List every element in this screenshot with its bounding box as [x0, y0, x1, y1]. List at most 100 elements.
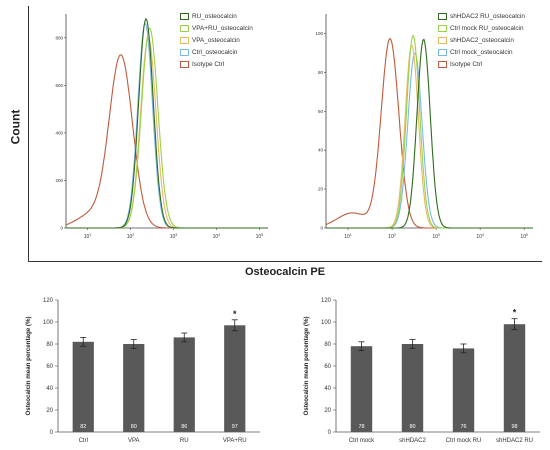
significance-marker: * — [233, 309, 237, 319]
hist-y-tick-label: 80 — [318, 70, 324, 75]
legend-label: VPA+RU_osteocalcin — [192, 24, 253, 32]
legend-label: RU_osteocalcin — [192, 12, 237, 20]
bar-category-label: VPA — [128, 438, 140, 444]
hist-x-tick-label: 103 — [432, 233, 440, 240]
x-axis-label: Osteocalcin PE — [245, 266, 326, 278]
legend-item: shHDAC2_osteocalcin — [438, 34, 525, 46]
legend-item: VPA_osteocalcin — [180, 34, 253, 46]
y-axis-label: Count — [8, 109, 23, 145]
hist-y-tick-label: 100 — [315, 31, 323, 36]
hist-series-line — [66, 17, 268, 229]
hist-y-tick-label: 40 — [318, 148, 324, 153]
legend-label: Isotype Ctrl — [450, 60, 483, 68]
hist-series-line — [326, 38, 533, 229]
bar-value-label: 97 — [232, 424, 238, 430]
bar-y-tick-label: 40 — [324, 386, 331, 392]
bar-category-label: Ctrl mock — [349, 438, 375, 444]
bar — [452, 348, 475, 432]
bar-y-tick-label: 120 — [321, 298, 332, 304]
legend-swatch — [180, 36, 189, 44]
hist-y-tick-label: 0 — [320, 226, 323, 231]
bar — [503, 324, 526, 432]
legend-swatch — [438, 48, 447, 56]
hist-x-tick-label: 101 — [344, 233, 352, 240]
hist-x-tick-label: 104 — [213, 233, 221, 240]
hist-y-tick-label: 200 — [55, 178, 63, 183]
legend-swatch — [180, 48, 189, 56]
bar — [173, 337, 195, 432]
legend-label: shHDAC2_osteocalcin — [450, 36, 514, 44]
bar-value-label: 80 — [409, 424, 415, 430]
bar-category-label: RU — [180, 438, 189, 444]
hist-x-tick-label: 102 — [388, 233, 396, 240]
legend-item: Isotype Ctrl — [438, 58, 525, 70]
bar-y-tick-label: 0 — [328, 430, 332, 436]
bar-value-label: 82 — [80, 424, 86, 430]
bar — [72, 341, 94, 432]
legend-label: shHDAC2 RU_osteocalcin — [450, 12, 525, 20]
legend-swatch — [438, 60, 447, 68]
bar-chart-left: Osteocalcin mean percentage (%) 0 20 40 60 80… — [25, 298, 260, 444]
hist-y-tick-label: 60 — [318, 109, 324, 114]
bar-y-tick-label: 60 — [46, 364, 53, 370]
legend-right: shHDAC2 RU_osteocalcin Ctrl mock RU_osteo… — [438, 10, 525, 70]
bar-value-label: 78 — [358, 424, 364, 430]
legend-item: Ctrl mock_osteocalcin — [438, 46, 525, 58]
legend-swatch — [438, 12, 447, 20]
legend-swatch — [438, 36, 447, 44]
legend-item: Isotype Ctrl — [180, 58, 253, 70]
bar-y-tick-label: 0 — [50, 430, 54, 436]
bar-y-tick-label: 80 — [46, 342, 53, 348]
bar-y-tick-label: 100 — [43, 320, 54, 326]
bar-y-axis-label: Osteocalcin mean percentage (%) — [303, 316, 310, 415]
bar-category-label: shHDAC2 RU — [496, 438, 533, 444]
hist-y-tick-label: 400 — [55, 130, 63, 135]
bar-y-tick-label: 20 — [46, 408, 53, 414]
bar-y-axis-label: Osteocalcin mean percentage (%) — [25, 316, 32, 415]
bar-value-label: 86 — [181, 424, 187, 430]
legend-item: Ctrl mock RU_osteocalcin — [438, 22, 525, 34]
bar-category-label: VPA+RU — [223, 438, 247, 444]
legend-swatch — [180, 60, 189, 68]
significance-marker: * — [513, 308, 517, 318]
legend-label: Isotype Ctrl — [192, 60, 225, 68]
bar-chart-right: Osteocalcin mean percentage (%) 0 20 40 60 80… — [303, 298, 540, 444]
hist-y-tick-label: 20 — [318, 187, 324, 192]
legend-label: VPA_osteocalcin — [192, 36, 240, 44]
hist-x-tick-label: 103 — [170, 233, 178, 240]
legend-item: shHDAC2 RU_osteocalcin — [438, 10, 525, 22]
histogram-right: 0 20 40 60 80 100 101 102 103 104 105 — [315, 14, 533, 240]
legend-label: Ctrl mock_osteocalcin — [450, 48, 513, 56]
bar-category-label: Ctrl — [79, 438, 88, 444]
hist-x-tick-label: 105 — [520, 233, 528, 240]
bar-category-label: shHDAC2 — [399, 438, 426, 444]
legend-label: Ctrl mock RU_osteocalcin — [450, 24, 524, 32]
bar — [123, 344, 145, 432]
legend-item: VPA+RU_osteocalcin — [180, 22, 253, 34]
bar-y-tick-label: 80 — [324, 342, 331, 348]
bar-y-tick-label: 120 — [43, 298, 54, 304]
bar-y-tick-label: 40 — [46, 386, 53, 392]
legend-label: Ctrl_osteocalcin — [192, 48, 238, 56]
bar-y-tick-label: 60 — [324, 364, 331, 370]
hist-y-tick-label: 0 — [60, 226, 63, 231]
bar-value-label: 98 — [511, 424, 517, 430]
legend-item: Ctrl_osteocalcin — [180, 46, 253, 58]
hist-series-line — [65, 54, 268, 229]
bar-value-label: 80 — [131, 424, 137, 430]
bar — [224, 325, 246, 432]
hist-series-line — [326, 44, 533, 229]
hist-y-tick-label: 800 — [55, 35, 63, 40]
bar — [350, 346, 373, 432]
hist-x-tick-label: 101 — [84, 233, 92, 240]
legend-left: RU_osteocalcin VPA+RU_osteocalcin VPA_oste… — [180, 10, 253, 70]
bar-y-tick-label: 100 — [321, 320, 332, 326]
hist-series-line — [326, 52, 533, 229]
hist-x-tick-label: 105 — [256, 233, 264, 240]
hist-x-tick-label: 104 — [476, 233, 484, 240]
legend-swatch — [180, 12, 189, 20]
bar-value-label: 76 — [460, 424, 466, 430]
bar-category-label: Ctrl mock RU — [446, 438, 482, 444]
hist-x-tick-label: 102 — [127, 233, 135, 240]
bar — [401, 344, 424, 432]
